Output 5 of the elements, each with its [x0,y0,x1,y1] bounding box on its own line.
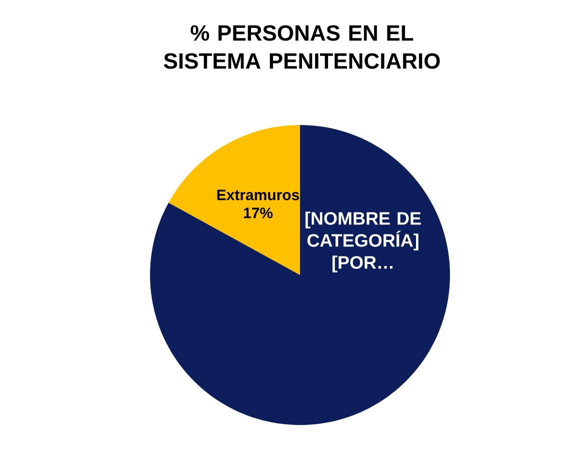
slice-label: Extramuros [217,190,300,200]
data-label: [POR… [332,256,392,272]
chart-title: % PERSONAS EN EL SISTEMA PENITENCIARIO [164,25,440,69]
slice-label: [NOMBRE DE CATEGORÍA] [306,212,421,250]
data-label: 17% [244,208,273,218]
